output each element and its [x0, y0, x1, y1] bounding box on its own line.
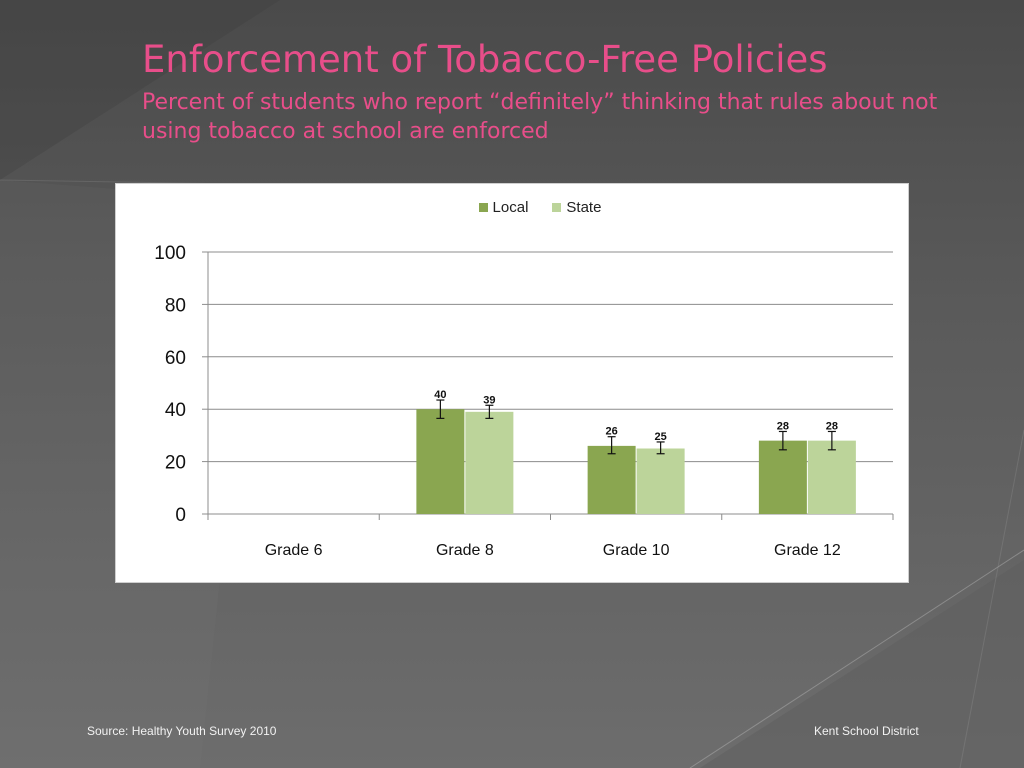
bar-state [465, 411, 514, 514]
bar-local [587, 445, 636, 514]
data-label: 26 [606, 426, 618, 438]
y-tick-label: 20 [165, 453, 186, 474]
chart-panel: Local State 0 20 40 60 80 100 Grade 6 Grade 8 Gr… [115, 183, 909, 583]
slide-title: Enforcement of Tobacco-Free Policies [142, 38, 828, 81]
legend-label-local: Local [492, 199, 529, 216]
slide-subtitle: Percent of students who report “definite… [142, 90, 938, 144]
x-tick-label: Grade 6 [265, 542, 323, 559]
bar-local [758, 440, 807, 514]
data-label: 25 [655, 431, 667, 443]
data-label: 28 [777, 420, 789, 432]
y-tick-label: 80 [165, 295, 186, 316]
bar-state [636, 448, 685, 514]
legend-item-state: State [552, 199, 601, 216]
bar-chart: 0 20 40 60 80 100 Grade 6 Grade 8 Grade 10 Grade … [154, 243, 894, 559]
y-tick-label: 40 [165, 400, 186, 421]
data-label: 40 [434, 389, 446, 401]
x-tick-label: Grade 12 [774, 542, 841, 559]
x-tick-label: Grade 8 [436, 542, 494, 559]
legend-swatch-local [478, 203, 488, 212]
legend-swatch-state [552, 203, 562, 212]
chart-legend: Local State [116, 199, 908, 216]
organization-footer: Kent School District [814, 724, 919, 738]
data-label: 28 [826, 420, 838, 432]
y-tick-label: 0 [175, 505, 186, 526]
data-label: 39 [483, 394, 495, 406]
bar-local [416, 409, 465, 514]
legend-item-local: Local [478, 199, 529, 216]
legend-label-state: State [566, 199, 602, 216]
bar-state [807, 440, 856, 514]
y-tick-label: 60 [165, 348, 186, 369]
source-footer: Source: Healthy Youth Survey 2010 [87, 724, 277, 738]
x-tick-label: Grade 10 [603, 542, 670, 559]
y-tick-label: 100 [154, 243, 186, 264]
